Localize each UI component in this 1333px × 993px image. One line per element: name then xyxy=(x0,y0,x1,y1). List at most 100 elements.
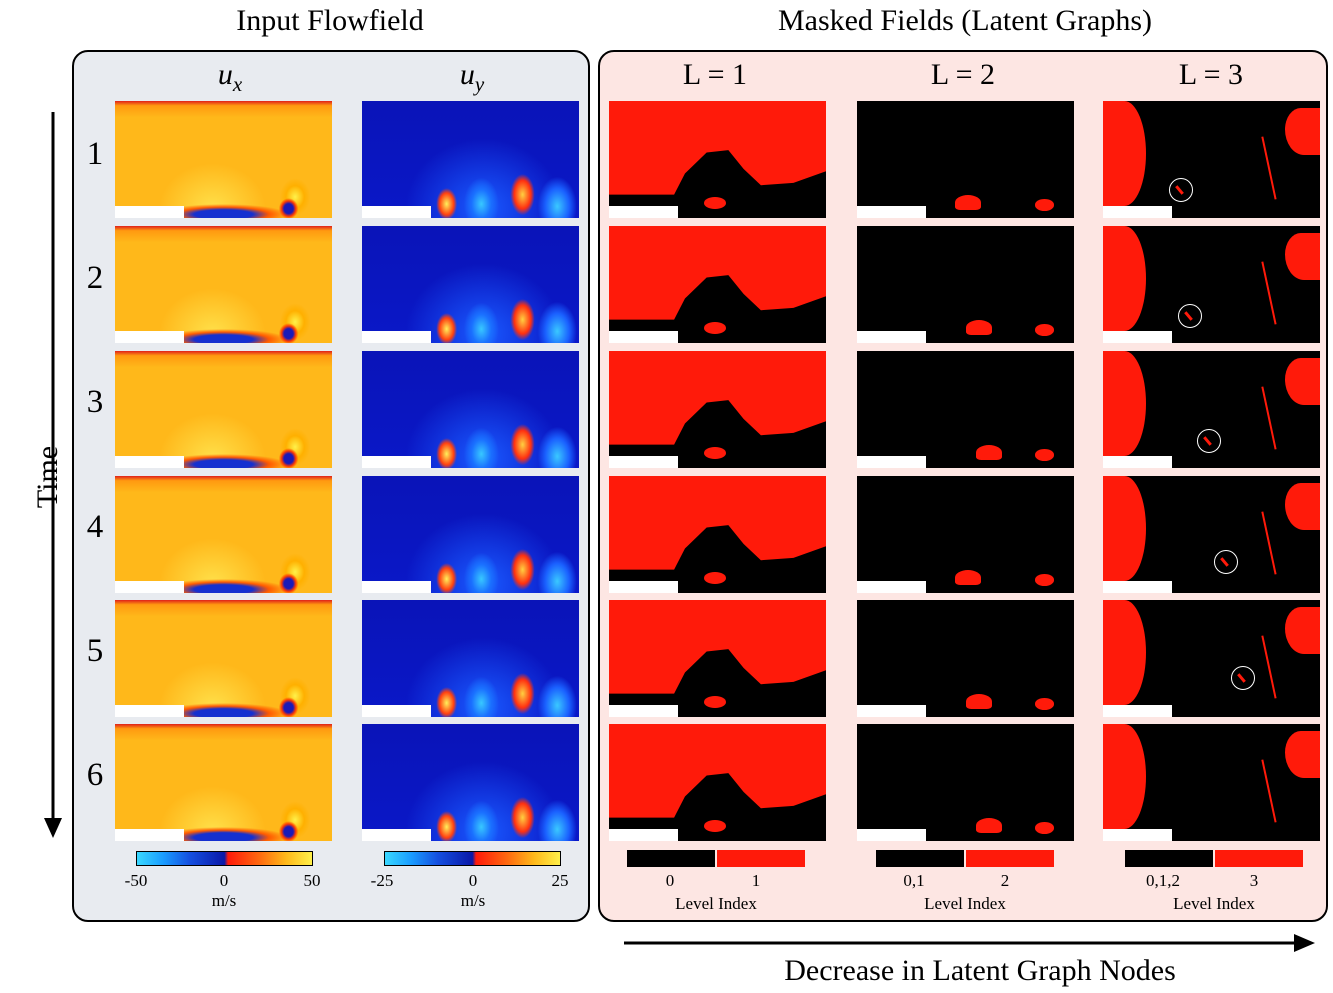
l3-inflow-region xyxy=(1103,351,1147,457)
wall-block xyxy=(1103,456,1173,468)
l3-outflow-region xyxy=(1285,731,1320,778)
l2-active-region-2 xyxy=(1034,822,1055,834)
level-1-legend-low: 0 xyxy=(665,871,675,890)
l2-tile-row-6 xyxy=(857,724,1074,841)
uy-colorbar xyxy=(384,851,561,866)
ux-tile-row-1 xyxy=(115,101,332,218)
l2-tile-row-4 xyxy=(857,476,1074,593)
ux-base: u xyxy=(217,58,233,91)
wall-block xyxy=(362,705,432,717)
l3-inflow-region xyxy=(1103,600,1147,706)
wall-block xyxy=(115,331,185,343)
uy-colorbar-unit: m/s xyxy=(460,891,486,910)
level-1-legend-label: Level Index xyxy=(675,894,757,913)
wall-block xyxy=(115,705,185,717)
uy-tile-row-1 xyxy=(362,101,579,218)
l2-active-region-2 xyxy=(1034,324,1055,336)
level-3-legend-high: 3 xyxy=(1249,871,1259,890)
level-3-legend-label: Level Index xyxy=(1173,894,1255,913)
wall-block xyxy=(362,331,432,343)
node-decrease-arrow xyxy=(624,934,1315,952)
l2-active-region xyxy=(965,693,992,709)
l3-tile-row-2 xyxy=(1103,226,1320,343)
l1-tile-row-6 xyxy=(609,724,826,841)
l3-outflow-region xyxy=(1285,108,1320,155)
uy-colorbar-tick-mid: 0 xyxy=(468,871,478,890)
l1-tile-row-1 xyxy=(609,101,826,218)
l1-small-region xyxy=(704,446,727,459)
l1-tile-row-3 xyxy=(609,351,826,468)
l3-tile-row-4 xyxy=(1103,476,1320,593)
l2-active-region xyxy=(954,194,981,210)
l1-small-region xyxy=(704,695,727,708)
l2-active-region xyxy=(976,817,1003,833)
wall-block xyxy=(115,206,185,218)
ux-tile-row-6 xyxy=(115,724,332,841)
l1-tile-row-4 xyxy=(609,476,826,593)
row-number-1: 1 xyxy=(86,136,104,172)
ux-colorbar-tick-max: 50 xyxy=(303,871,321,890)
highlight-circle-row-1 xyxy=(1169,178,1193,202)
l2-tile-row-3 xyxy=(857,351,1074,468)
level-2-legend-low: 0,1 xyxy=(903,871,925,890)
uy-colorbar-tick-max: 25 xyxy=(551,871,569,890)
wall-block xyxy=(362,206,432,218)
l3-filament xyxy=(1261,261,1277,325)
level-2-column-header: L = 2 xyxy=(930,58,996,91)
wall-block xyxy=(362,456,432,468)
level-2-legend-label: Level Index xyxy=(924,894,1006,913)
wall-block xyxy=(609,331,679,343)
l3-filament xyxy=(1261,635,1277,699)
row-number-3: 3 xyxy=(86,384,104,420)
wall-block xyxy=(115,829,185,841)
time-arrow xyxy=(44,112,62,838)
l3-inflow-region xyxy=(1103,101,1147,207)
uy-base: u xyxy=(459,58,475,91)
ux-tile-row-3 xyxy=(115,351,332,468)
row-number-5: 5 xyxy=(86,633,104,669)
level-3-legend-low: 0,1,2 xyxy=(1146,871,1180,890)
ux-tile-row-5 xyxy=(115,600,332,717)
l2-tile-row-2 xyxy=(857,226,1074,343)
level-1-column-header: L = 1 xyxy=(682,58,748,91)
highlight-circle-row-5 xyxy=(1231,666,1255,690)
wall-block xyxy=(115,581,185,593)
ux-tile-row-2 xyxy=(115,226,332,343)
ux-colorbar xyxy=(136,851,313,866)
level-3-legend-active-swatch xyxy=(1215,850,1303,867)
l2-tile-row-5 xyxy=(857,600,1074,717)
level-2-legend-inactive-swatch xyxy=(876,850,964,867)
l2-active-region-2 xyxy=(1034,698,1055,710)
level-2-legend-high: 2 xyxy=(1000,871,1010,890)
masked-fields-title: Masked Fields (Latent Graphs) xyxy=(777,4,1153,37)
uy-column-header: uy xyxy=(432,58,512,97)
level-3-column-header: L = 3 xyxy=(1178,58,1244,91)
l3-filament xyxy=(1261,386,1277,450)
level-2-legend-active-swatch xyxy=(966,850,1054,867)
highlight-circle-row-4 xyxy=(1214,550,1238,574)
wall-block xyxy=(1103,829,1173,841)
wall-block xyxy=(857,581,927,593)
uy-tile-row-5 xyxy=(362,600,579,717)
wall-block xyxy=(1103,206,1173,218)
l3-filament xyxy=(1261,759,1277,823)
l2-active-region-2 xyxy=(1034,449,1055,461)
uy-subscript: y xyxy=(474,72,485,96)
wall-block xyxy=(609,206,679,218)
l3-outflow-region xyxy=(1285,233,1320,280)
level-1-legend-high: 1 xyxy=(751,871,761,890)
wall-block xyxy=(609,705,679,717)
wall-block xyxy=(857,705,927,717)
uy-tile-row-3 xyxy=(362,351,579,468)
l3-outflow-region xyxy=(1285,607,1320,654)
l3-filament xyxy=(1261,511,1277,575)
l1-small-region xyxy=(704,819,727,832)
wall-block xyxy=(362,581,432,593)
uy-colorbar-tick-min: -25 xyxy=(370,871,394,890)
ux-colorbar-unit: m/s xyxy=(211,891,237,910)
wall-block xyxy=(857,829,927,841)
l3-filament xyxy=(1261,136,1277,200)
ux-column-header: ux xyxy=(190,58,270,97)
l3-tile-row-1 xyxy=(1103,101,1320,218)
l2-active-region xyxy=(976,444,1003,460)
